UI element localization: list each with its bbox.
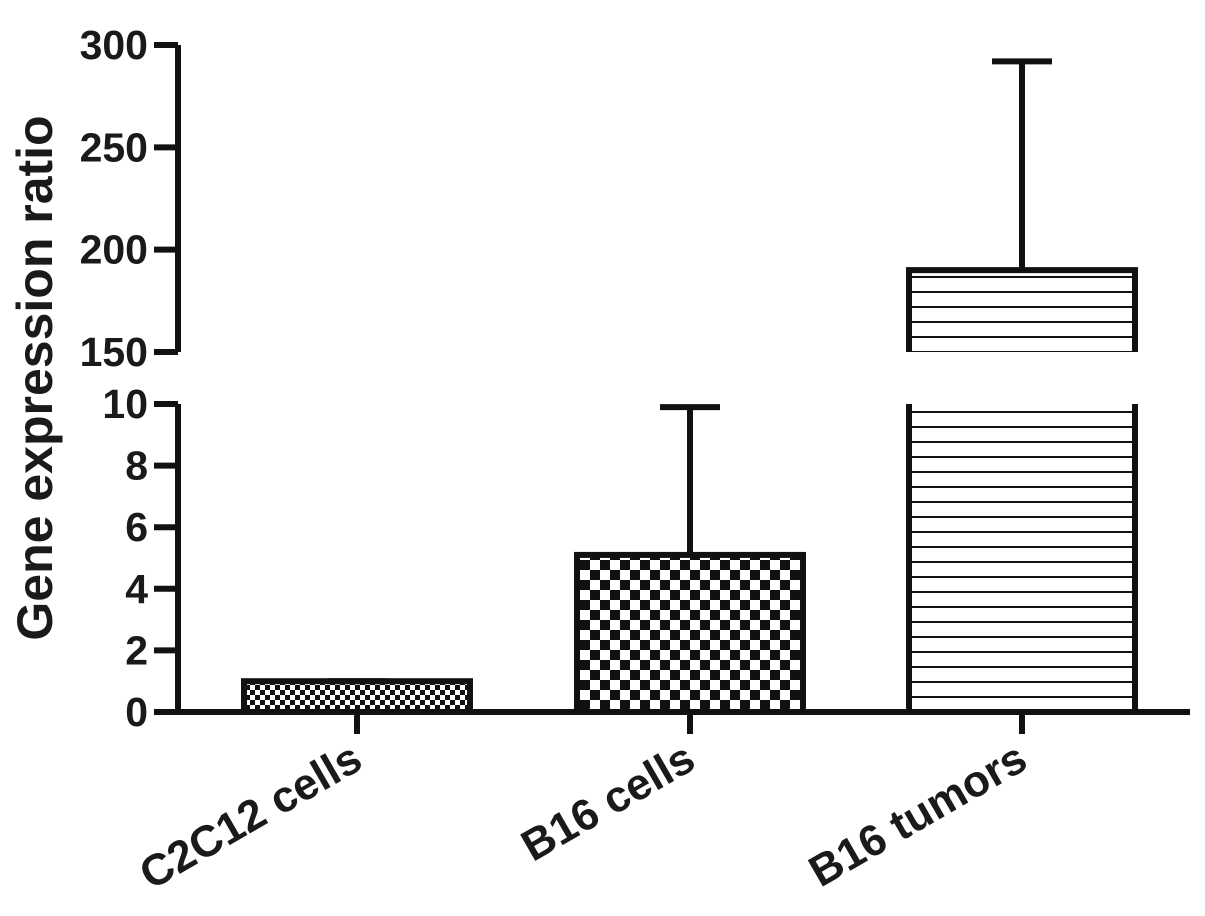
bar-3-lower-fill <box>909 404 1135 712</box>
x-category-label-1: C2C12 cells <box>132 733 370 899</box>
y-tick-label-300: 300 <box>80 22 148 68</box>
y-tick-label-10: 10 <box>102 381 148 427</box>
y-tick-label-250: 250 <box>80 124 148 170</box>
y-axis-title-group: Gene expression ratio <box>7 115 63 640</box>
y-tick-label-2: 2 <box>125 627 148 673</box>
bar-3-upper-fill <box>909 270 1135 352</box>
y-tick-label-4: 4 <box>125 566 148 612</box>
y-tick-label-8: 8 <box>125 443 148 489</box>
bar-1 <box>241 678 473 716</box>
y-tick-label-200: 200 <box>80 227 148 273</box>
y-axis-title: Gene expression ratio <box>7 115 63 640</box>
bar-2 <box>574 551 806 715</box>
y-tick-label-0: 0 <box>125 689 148 735</box>
x-category-label-3: B16 tumors <box>801 733 1035 896</box>
y-tick-label-6: 6 <box>125 504 148 550</box>
x-category-label-2: B16 cells <box>513 733 703 871</box>
y-tick-label-150: 150 <box>80 329 148 375</box>
